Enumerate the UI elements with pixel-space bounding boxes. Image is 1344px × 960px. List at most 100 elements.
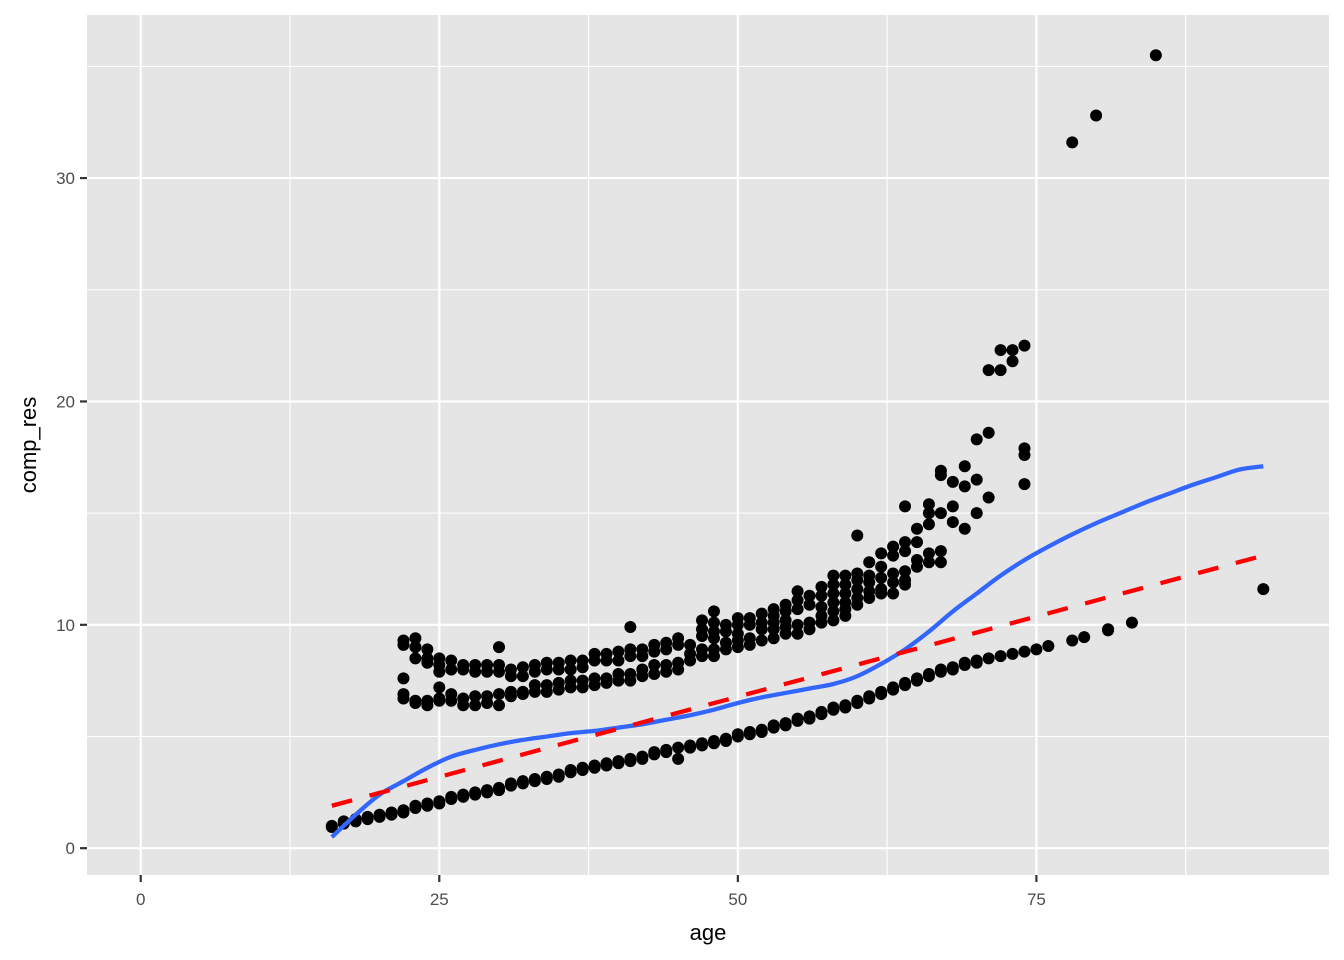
data-point xyxy=(803,623,816,636)
data-point xyxy=(934,469,947,482)
data-point xyxy=(469,699,482,712)
data-point xyxy=(660,665,673,678)
data-point xyxy=(421,694,434,707)
data-point xyxy=(493,665,506,678)
data-point xyxy=(946,475,959,488)
data-point xyxy=(445,654,458,667)
data-point xyxy=(696,737,709,750)
data-point xyxy=(875,571,888,584)
data-point xyxy=(958,480,971,493)
data-point xyxy=(361,810,374,823)
data-point xyxy=(600,757,613,770)
data-point xyxy=(481,697,494,709)
data-point xyxy=(684,739,697,752)
data-point xyxy=(755,623,768,636)
data-point xyxy=(1006,344,1019,357)
data-point xyxy=(827,578,840,591)
data-point xyxy=(707,632,720,645)
data-point xyxy=(421,797,434,810)
data-point xyxy=(469,690,482,703)
data-point xyxy=(493,781,506,794)
data-point xyxy=(707,650,720,663)
data-point xyxy=(409,641,422,654)
data-point xyxy=(970,433,983,446)
data-point xyxy=(564,663,577,676)
data-point xyxy=(588,759,601,772)
data-point xyxy=(1030,643,1043,656)
data-point xyxy=(875,587,888,600)
data-point xyxy=(899,676,912,689)
data-point xyxy=(910,536,923,549)
data-point xyxy=(1018,478,1031,491)
data-point xyxy=(899,545,912,558)
data-point xyxy=(540,685,553,698)
data-point xyxy=(504,670,517,683)
data-point xyxy=(624,674,637,687)
data-point xyxy=(851,583,864,596)
data-point xyxy=(576,761,589,774)
data-point xyxy=(815,580,828,593)
y-tick-label: 0 xyxy=(66,839,75,858)
data-point xyxy=(516,670,529,683)
plot-panel xyxy=(87,15,1329,875)
data-point xyxy=(433,681,446,694)
data-point xyxy=(851,574,864,587)
data-point xyxy=(755,723,768,736)
data-point xyxy=(958,656,971,669)
data-point xyxy=(887,587,900,600)
data-point xyxy=(397,672,410,685)
data-point xyxy=(767,623,780,636)
data-point xyxy=(875,685,888,698)
data-point xyxy=(719,625,732,638)
y-tick-label: 10 xyxy=(56,616,75,635)
data-point xyxy=(946,661,959,674)
data-point xyxy=(982,426,995,439)
data-point xyxy=(863,690,876,703)
data-point xyxy=(899,500,912,513)
data-point xyxy=(600,676,613,689)
x-axis-title: age xyxy=(690,920,727,945)
data-point xyxy=(564,764,577,777)
data-point xyxy=(433,795,446,808)
data-point xyxy=(958,522,971,535)
data-point xyxy=(779,605,792,618)
data-point xyxy=(863,556,876,569)
data-point xyxy=(493,688,506,701)
data-point xyxy=(648,645,661,658)
data-point xyxy=(504,690,517,703)
data-point xyxy=(887,681,900,694)
data-point xyxy=(1102,623,1115,636)
data-point xyxy=(839,569,852,582)
data-point xyxy=(552,663,565,676)
data-point xyxy=(791,627,804,640)
data-point xyxy=(397,692,410,705)
data-point xyxy=(779,717,792,730)
data-point xyxy=(433,694,446,707)
data-point xyxy=(409,799,422,812)
data-point xyxy=(946,516,959,529)
data-point xyxy=(516,688,529,701)
data-point xyxy=(970,473,983,486)
data-point xyxy=(743,638,756,651)
data-point xyxy=(528,772,541,785)
data-point xyxy=(791,618,804,631)
data-point xyxy=(684,654,697,667)
data-point xyxy=(1090,109,1103,122)
data-point xyxy=(731,618,744,631)
data-points xyxy=(325,49,1270,833)
data-point xyxy=(1149,49,1162,62)
data-point xyxy=(540,770,553,783)
data-point xyxy=(1006,647,1019,660)
data-point xyxy=(672,741,685,754)
data-point xyxy=(409,697,422,709)
data-point xyxy=(815,600,828,613)
data-point xyxy=(612,654,625,667)
data-point xyxy=(1042,640,1055,653)
data-point xyxy=(815,705,828,718)
data-point xyxy=(385,806,398,819)
data-point xyxy=(660,643,673,656)
data-point xyxy=(493,641,506,654)
data-point xyxy=(719,643,732,656)
data-point xyxy=(934,556,947,569)
